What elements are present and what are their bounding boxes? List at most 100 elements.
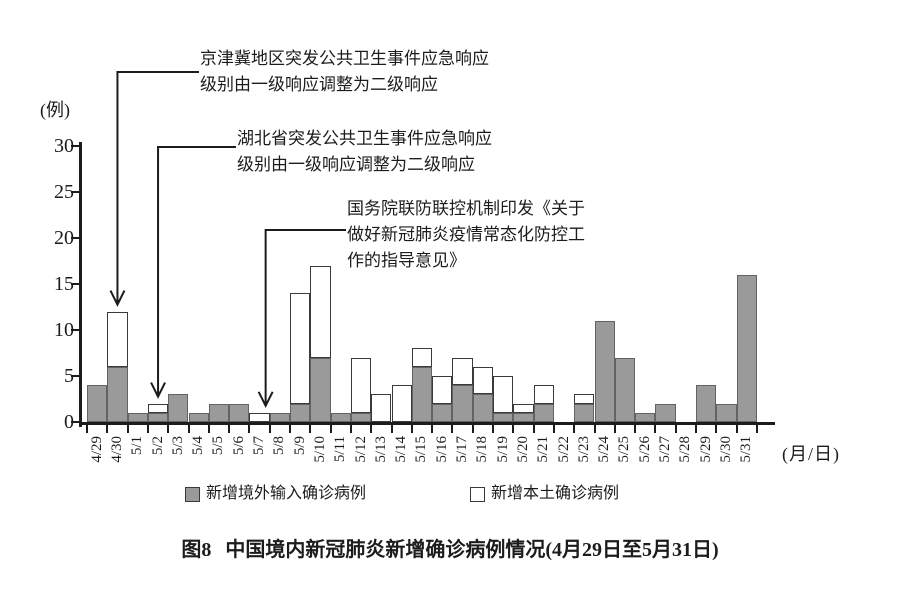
figure-caption: 图8 中国境内新冠肺炎新增确诊病例情况(4月29日至5月31日) <box>0 533 900 562</box>
x-tick-label-5/30: 5/30 <box>717 436 734 463</box>
bar-local-5/9 <box>290 293 311 404</box>
x-tick-label-5/3: 5/3 <box>169 436 186 456</box>
x-tick-label-5/13: 5/13 <box>372 436 389 463</box>
y-tick-mark <box>71 191 79 193</box>
annotation-jingjinji: 京津冀地区突发公共卫生事件应急响应 级别由一级响应调整为二级响应 <box>200 49 489 94</box>
legend-swatch-0 <box>185 487 200 502</box>
x-tick-mark <box>573 425 576 433</box>
bar-imported-4/29 <box>87 385 108 422</box>
x-tick-label-5/23: 5/23 <box>575 436 592 463</box>
bar-local-5/12 <box>350 357 372 413</box>
bar-imported-5/27 <box>655 403 676 422</box>
x-tick-mark <box>370 425 373 433</box>
x-tick-mark <box>593 425 596 433</box>
bar-imported-5/21 <box>533 403 554 422</box>
x-tick-label-5/4: 5/4 <box>190 436 207 456</box>
x-tick-mark <box>349 425 352 433</box>
x-tick-label-5/15: 5/15 <box>413 436 430 463</box>
x-tick-mark <box>715 425 718 433</box>
figure-title: 中国境内新冠肺炎新增确诊病例情况(4月29日至5月31日) <box>225 539 719 561</box>
y-axis-line <box>79 142 82 427</box>
x-tick-mark <box>207 425 210 433</box>
annotation-guowuyuan: 国务院联防联控机制印发《关于 做好新冠肺炎疫情常态化防控工 作的指导意见》 <box>347 199 585 270</box>
x-tick-label-5/5: 5/5 <box>210 436 227 456</box>
bar-local-5/18 <box>472 366 493 395</box>
x-tick-label-4/29: 4/29 <box>88 436 105 463</box>
x-tick-label-5/29: 5/29 <box>697 436 714 463</box>
bar-imported-5/30 <box>716 403 737 422</box>
x-tick-label-5/22: 5/22 <box>555 436 572 463</box>
bar-imported-5/3 <box>168 394 189 422</box>
bar-local-5/23 <box>574 394 595 404</box>
x-tick-mark <box>471 425 474 433</box>
figure-number: 图8 <box>181 539 212 561</box>
y-tick-mark <box>71 145 79 147</box>
y-tick-mark <box>71 237 79 239</box>
x-tick-label-5/28: 5/28 <box>677 436 694 463</box>
bar-imported-5/18 <box>472 394 493 422</box>
x-tick-mark <box>167 425 170 433</box>
x-tick-mark <box>228 425 231 433</box>
bar-imported-5/31 <box>736 274 757 422</box>
bar-local-5/20 <box>513 403 534 413</box>
bar-local-5/13 <box>371 394 392 422</box>
x-tick-mark <box>309 425 312 433</box>
x-tick-mark <box>674 425 677 433</box>
y-tick-label: 25 <box>54 181 74 203</box>
bar-imported-5/17 <box>452 385 473 422</box>
x-tick-label-5/25: 5/25 <box>616 436 633 463</box>
x-tick-label-5/16: 5/16 <box>433 436 450 463</box>
bar-imported-5/6 <box>229 403 250 422</box>
bar-imported-5/1 <box>127 412 148 422</box>
x-axis-unit-label: (月/日) <box>782 444 840 464</box>
bar-imported-5/16 <box>432 403 453 422</box>
bar-local-5/2 <box>147 403 169 413</box>
annotation-arrow-jingjinji <box>109 71 199 307</box>
x-tick-mark <box>552 425 555 433</box>
y-tick-label: 0 <box>64 411 74 433</box>
bar-imported-5/11 <box>330 412 351 422</box>
bar-imported-5/10 <box>310 357 331 422</box>
x-tick-label-5/10: 5/10 <box>311 436 328 463</box>
x-tick-mark <box>146 425 149 433</box>
x-tick-label-5/1: 5/1 <box>129 436 146 456</box>
bar-local-5/7 <box>249 412 270 422</box>
x-tick-mark <box>735 425 738 433</box>
bar-local-5/17 <box>452 357 473 386</box>
x-tick-label-5/12: 5/12 <box>352 436 369 463</box>
x-tick-label-5/6: 5/6 <box>230 436 247 456</box>
y-tick-mark <box>71 329 79 331</box>
legend-swatch-1 <box>470 487 485 502</box>
x-tick-mark <box>532 425 535 433</box>
x-tick-mark <box>451 425 454 433</box>
bar-local-5/21 <box>533 385 554 404</box>
y-tick-mark <box>71 375 79 377</box>
x-tick-label-5/7: 5/7 <box>251 436 268 456</box>
x-tick-mark <box>106 425 109 433</box>
y-axis-unit-label: (例) <box>40 100 70 120</box>
bar-imported-5/9 <box>290 403 311 422</box>
x-tick-label-5/19: 5/19 <box>494 436 511 463</box>
x-tick-label-5/17: 5/17 <box>454 436 471 463</box>
bar-imported-5/19 <box>493 412 514 422</box>
y-tick-label: 10 <box>54 319 74 341</box>
y-tick-label: 20 <box>54 227 74 249</box>
x-tick-mark <box>634 425 637 433</box>
x-tick-mark <box>329 425 332 433</box>
x-tick-mark <box>187 425 190 433</box>
x-tick-label-5/31: 5/31 <box>738 436 755 463</box>
bar-local-5/15 <box>411 348 433 367</box>
bar-imported-5/12 <box>350 412 372 422</box>
annotation-arrow-hubei <box>150 146 236 399</box>
x-tick-label-5/14: 5/14 <box>393 436 410 463</box>
bar-imported-5/8 <box>269 412 290 422</box>
legend-label-1: 新增本土确诊病例 <box>491 485 620 502</box>
bar-local-5/19 <box>493 376 514 413</box>
x-tick-mark <box>431 425 434 433</box>
x-tick-mark <box>248 425 251 433</box>
x-tick-label-5/24: 5/24 <box>596 436 613 463</box>
bar-imported-5/20 <box>513 412 534 422</box>
y-tick-label: 30 <box>54 135 74 157</box>
bar-local-5/10 <box>310 265 331 358</box>
